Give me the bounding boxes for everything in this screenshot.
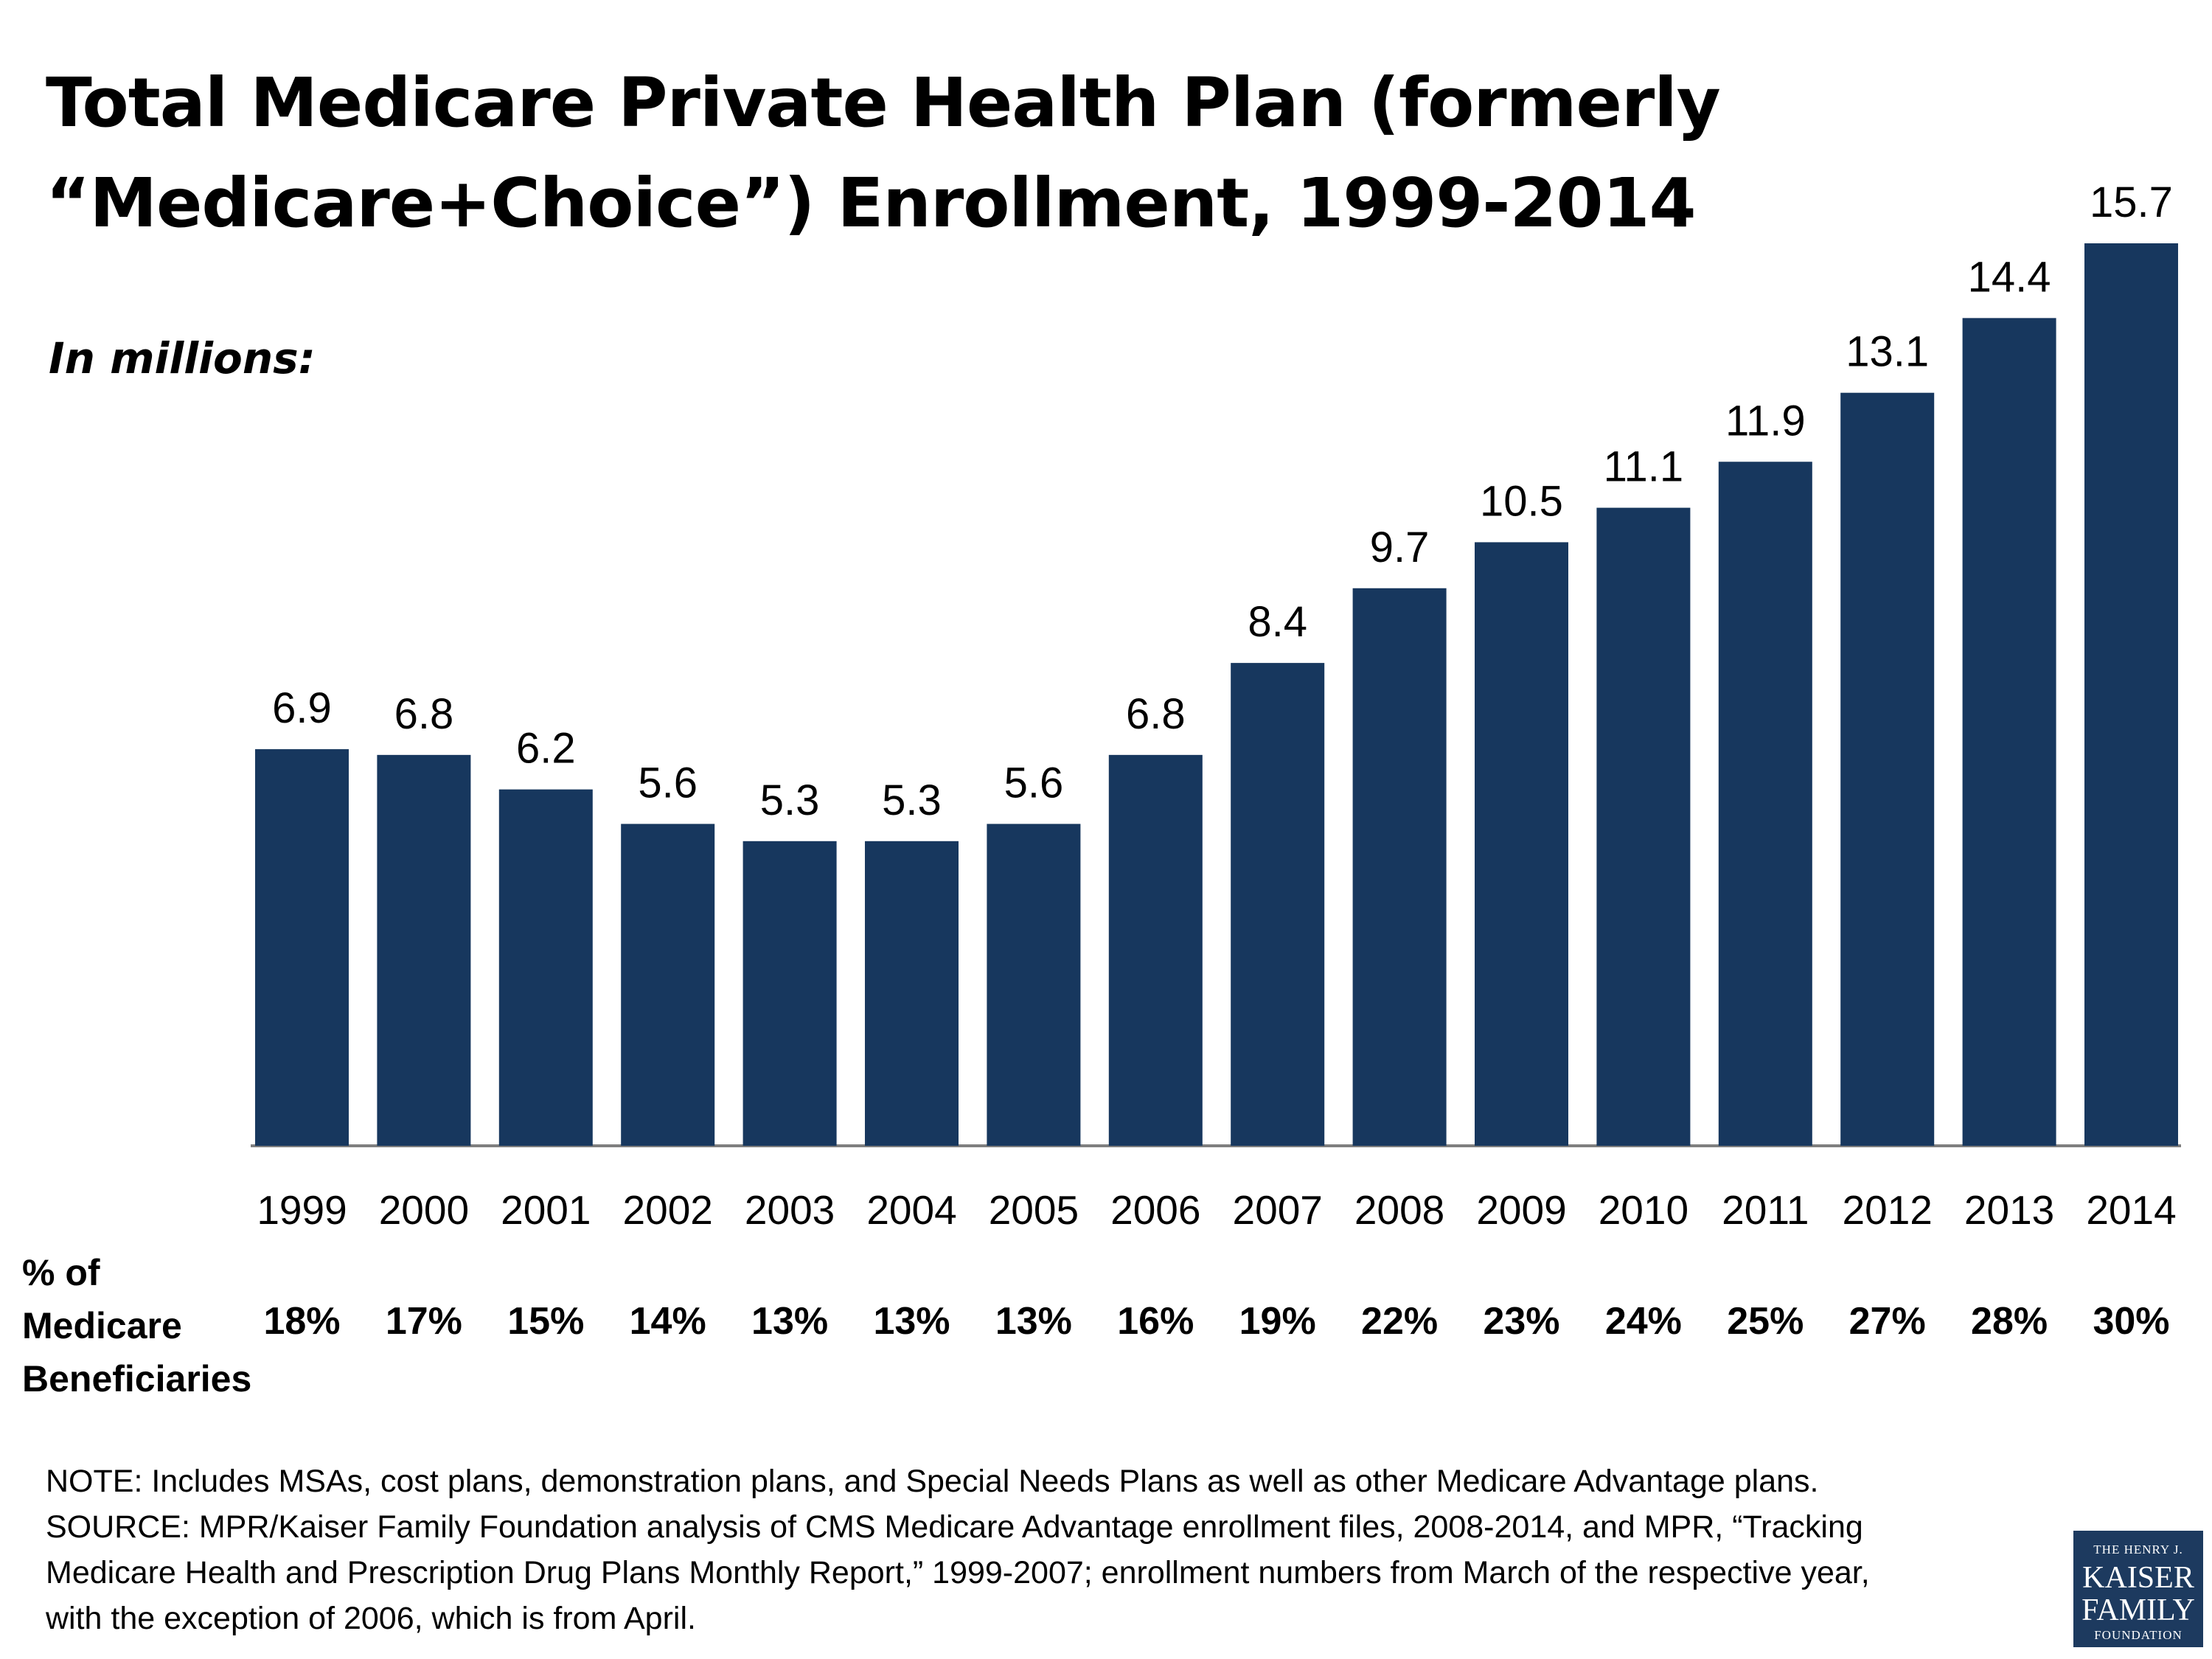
bar-2004 <box>865 841 959 1146</box>
source-text-2: Medicare Health and Prescription Drug Pl… <box>46 1555 1870 1590</box>
pct-value-2008: 22% <box>1361 1300 1439 1343</box>
x-tick-label-2014: 2014 <box>2086 1187 2176 1233</box>
bar-2008 <box>1352 588 1447 1146</box>
pct-value-2003: 13% <box>751 1300 829 1343</box>
logo-line-4: FOUNDATION <box>2094 1628 2183 1642</box>
x-tick-label-2010: 2010 <box>1599 1187 1688 1233</box>
pct-value-2012: 27% <box>1848 1300 1926 1343</box>
value-label-2003: 5.3 <box>760 776 820 824</box>
pct-row-label: % of Medicare Beneficiaries <box>22 1252 252 1399</box>
value-label-2010: 11.1 <box>1604 443 1684 491</box>
pct-value-2010: 24% <box>1604 1300 1682 1343</box>
x-tick-label-2011: 2011 <box>1722 1187 1809 1233</box>
value-label-2001: 6.2 <box>516 725 576 773</box>
value-label-2014: 15.7 <box>2090 178 2173 226</box>
bar-2002 <box>621 824 715 1146</box>
pct-value-1999: 18% <box>263 1300 341 1343</box>
bar-2007 <box>1231 663 1325 1146</box>
logo-line-3: FAMILY <box>2081 1593 2195 1627</box>
x-tick-label-2000: 2000 <box>379 1187 469 1233</box>
bar-2014 <box>2084 243 2178 1146</box>
pct-value-2007: 19% <box>1239 1300 1316 1343</box>
bar-2009 <box>1475 542 1568 1146</box>
x-tick-label-2008: 2008 <box>1354 1187 1444 1233</box>
pct-value-2014: 30% <box>2093 1300 2170 1343</box>
kff-logo: THE HENRY J. KAISER FAMILY FOUNDATION <box>2073 1531 2203 1647</box>
x-tick-label-2005: 2005 <box>989 1187 1079 1233</box>
bar-2003 <box>742 841 837 1146</box>
chart-title: Total Medicare Private Health Plan (form… <box>46 53 2037 254</box>
x-tick-label-2013: 2013 <box>1964 1187 2054 1233</box>
source-text-3: with the exception of 2006, which is fro… <box>46 1601 696 1636</box>
pct-value-2001: 15% <box>507 1300 585 1343</box>
x-tick-label-1999: 1999 <box>257 1187 347 1233</box>
source-text-1: SOURCE: MPR/Kaiser Family Foundation ana… <box>46 1509 1863 1545</box>
pct-value-2004: 13% <box>873 1300 950 1343</box>
bar-2010 <box>1596 507 1691 1146</box>
pct-value-2005: 13% <box>995 1300 1072 1343</box>
pct-value-2002: 14% <box>629 1300 706 1343</box>
footnotes: NOTE: Includes MSAs, cost plans, demonst… <box>46 1458 2037 1641</box>
value-label-2013: 14.4 <box>1968 253 2051 301</box>
x-tick-label-2006: 2006 <box>1110 1187 1200 1233</box>
value-label-2008: 9.7 <box>1370 524 1430 571</box>
title-line-2: “Medicare+Choice”) Enrollment, 1999-2014 <box>46 164 1696 243</box>
value-label-1999: 6.9 <box>272 684 332 732</box>
note-text: NOTE: Includes MSAs, cost plans, demonst… <box>46 1464 1819 1499</box>
bar-2005 <box>987 824 1081 1146</box>
title-line-1: Total Medicare Private Health Plan (form… <box>46 63 1721 142</box>
pct-value-2013: 28% <box>1971 1300 2048 1343</box>
chart-subtitle: In millions: <box>49 333 316 383</box>
value-label-2011: 11.9 <box>1725 397 1806 445</box>
value-label-2004: 5.3 <box>882 776 942 824</box>
bar-1999 <box>255 749 349 1146</box>
value-label-2002: 5.6 <box>638 759 698 807</box>
bar-2011 <box>1718 462 1812 1146</box>
value-label-2007: 8.4 <box>1248 598 1307 646</box>
value-label-2006: 6.8 <box>1126 690 1186 738</box>
logo-line-1: THE HENRY J. <box>2093 1543 2183 1557</box>
x-tick-label-2007: 2007 <box>1233 1187 1323 1233</box>
value-label-2012: 13.1 <box>1846 328 1929 376</box>
pct-value-2000: 17% <box>385 1300 462 1343</box>
x-tick-label-2003: 2003 <box>745 1187 835 1233</box>
pct-value-2009: 23% <box>1483 1300 1560 1343</box>
bar-2001 <box>498 789 593 1146</box>
bar-2013 <box>1962 318 2056 1146</box>
x-tick-label-2002: 2002 <box>623 1187 713 1233</box>
pct-value-2006: 16% <box>1117 1300 1194 1343</box>
bar-chart: 6.9 1999 6.8 2000 6.2 2001 5.6 2002 5.3 2003 5.3 20… <box>251 178 2181 1233</box>
x-tick-label-2012: 2012 <box>1843 1187 1933 1233</box>
bar-2006 <box>1108 754 1203 1146</box>
x-tick-label-2004: 2004 <box>866 1187 956 1233</box>
bar-2000 <box>377 754 471 1146</box>
x-tick-label-2001: 2001 <box>501 1187 591 1233</box>
x-tick-label-2009: 2009 <box>1476 1187 1566 1233</box>
value-label-2009: 10.5 <box>1480 477 1563 525</box>
logo-line-2: KAISER <box>2082 1561 2194 1595</box>
bar-2012 <box>1840 392 1935 1146</box>
value-label-2005: 5.6 <box>1004 759 1064 807</box>
pct-value-2011: 25% <box>1727 1300 1804 1343</box>
value-label-2000: 6.8 <box>394 690 454 738</box>
